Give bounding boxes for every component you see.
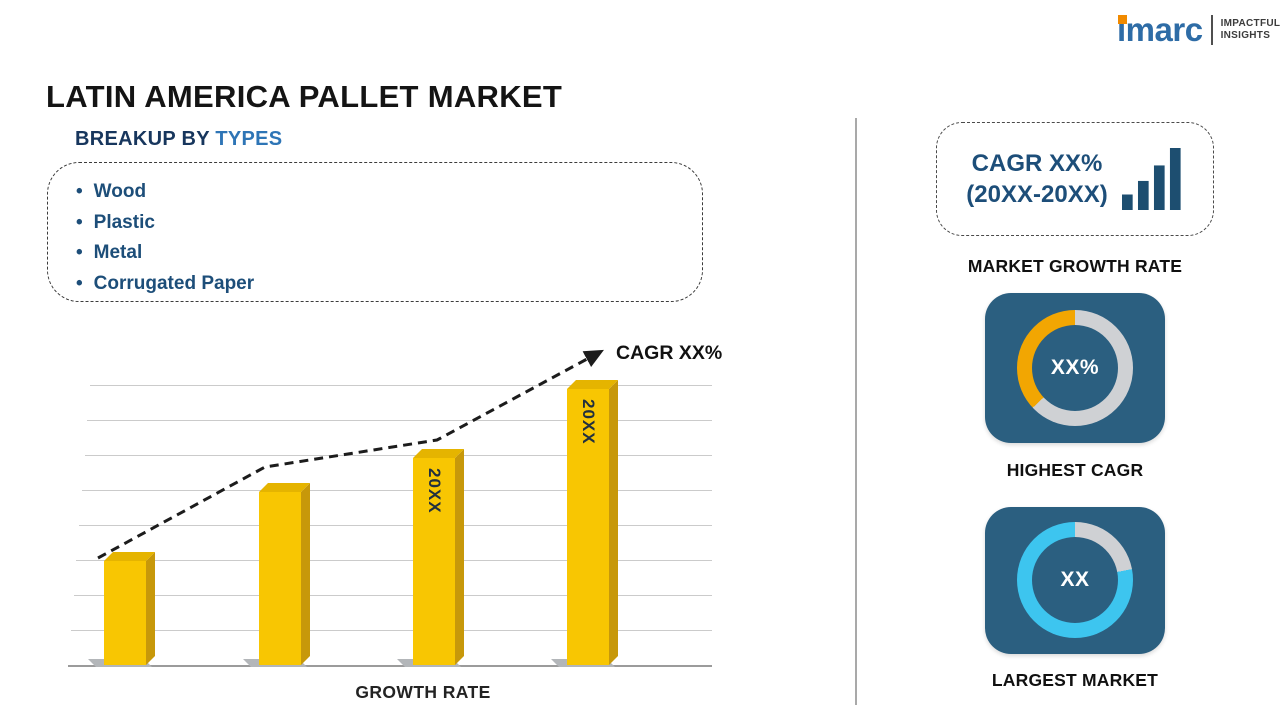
tagline-line2: INSIGHTS <box>1220 29 1271 41</box>
highest-cagr-donut: XX% <box>1017 310 1133 426</box>
logo-divider <box>1210 14 1213 45</box>
highest-cagr-tile: XX% <box>985 293 1165 443</box>
cagr-period: (20XX-20XX) <box>966 181 1108 208</box>
cagr-trend-label: CAGR XX% <box>616 342 723 364</box>
list-item-metal: Metal <box>76 238 702 269</box>
bar-year-label: 20XX <box>425 468 444 514</box>
bar-top-face <box>259 483 310 492</box>
largest-market-value: XX <box>1060 568 1090 591</box>
bar-2 <box>259 483 310 665</box>
gridline <box>90 385 712 386</box>
highest-cagr-value: XX% <box>1050 356 1100 379</box>
imarc-logo: imarc IMPACTFUL INSIGHTS <box>1117 13 1280 46</box>
market-growth-rate-label: MARKET GROWTH RATE <box>967 256 1183 276</box>
list-item-corrugated-paper: Corrugated Paper <box>76 269 702 300</box>
vertical-divider <box>855 118 857 705</box>
x-axis-label: GROWTH RATE <box>355 682 491 702</box>
largest-market-label: LARGEST MARKET <box>991 670 1159 690</box>
trend-arrow <box>97 349 604 560</box>
bar-top-face <box>413 449 464 458</box>
list-item-plastic: Plastic <box>76 208 702 239</box>
tagline-line1: IMPACTFUL <box>1220 17 1280 29</box>
imarc-logo-flame-icon <box>1118 15 1127 24</box>
bar-chart-icon <box>1121 148 1181 210</box>
list-item-wood: Wood <box>76 177 702 208</box>
gridline <box>70 630 712 631</box>
cagr-callout-box: CAGR XX% (20XX-20XX) <box>936 122 1214 236</box>
section-heading: BREAKUP BY TYPES <box>75 128 282 151</box>
imarc-logo-text: imarc <box>1117 11 1203 48</box>
cagr-value: CAGR XX% <box>971 150 1103 177</box>
gridline <box>87 420 712 421</box>
imarc-logo-wordmark: imarc <box>1117 13 1203 46</box>
bar-4: 20XX <box>567 380 618 665</box>
bar-side-face <box>146 552 155 665</box>
largest-market-tile: XX <box>985 507 1165 654</box>
bar-top-face <box>104 552 155 561</box>
bar-side-face <box>301 483 310 665</box>
highest-cagr-label: HIGHEST CAGR <box>1006 460 1144 480</box>
gridline <box>76 560 712 561</box>
section-heading-highlight: TYPES <box>215 128 283 150</box>
types-list: Wood Plastic Metal Corrugated Paper <box>76 177 702 299</box>
bar-year-label: 20XX <box>579 399 598 445</box>
types-list-box: Wood Plastic Metal Corrugated Paper <box>47 162 703 302</box>
bar-side-face <box>455 449 464 665</box>
cagr-callout-text: CAGR XX% (20XX-20XX) <box>966 148 1107 210</box>
bar-3: 20XX <box>413 449 464 665</box>
largest-market-donut: XX <box>1017 522 1133 638</box>
x-axis-line <box>68 665 712 667</box>
bar-1 <box>104 552 155 665</box>
imarc-logo-tagline: IMPACTFUL INSIGHTS <box>1221 18 1280 42</box>
gridline <box>73 595 712 596</box>
bar-side-face <box>609 380 618 665</box>
bar-chart-plot: 20XX 20XX <box>60 340 730 670</box>
page-title: LATIN AMERICA PALLET MARKET <box>46 78 563 114</box>
section-heading-prefix: BREAKUP BY <box>75 128 210 150</box>
bar-top-face <box>567 380 618 389</box>
